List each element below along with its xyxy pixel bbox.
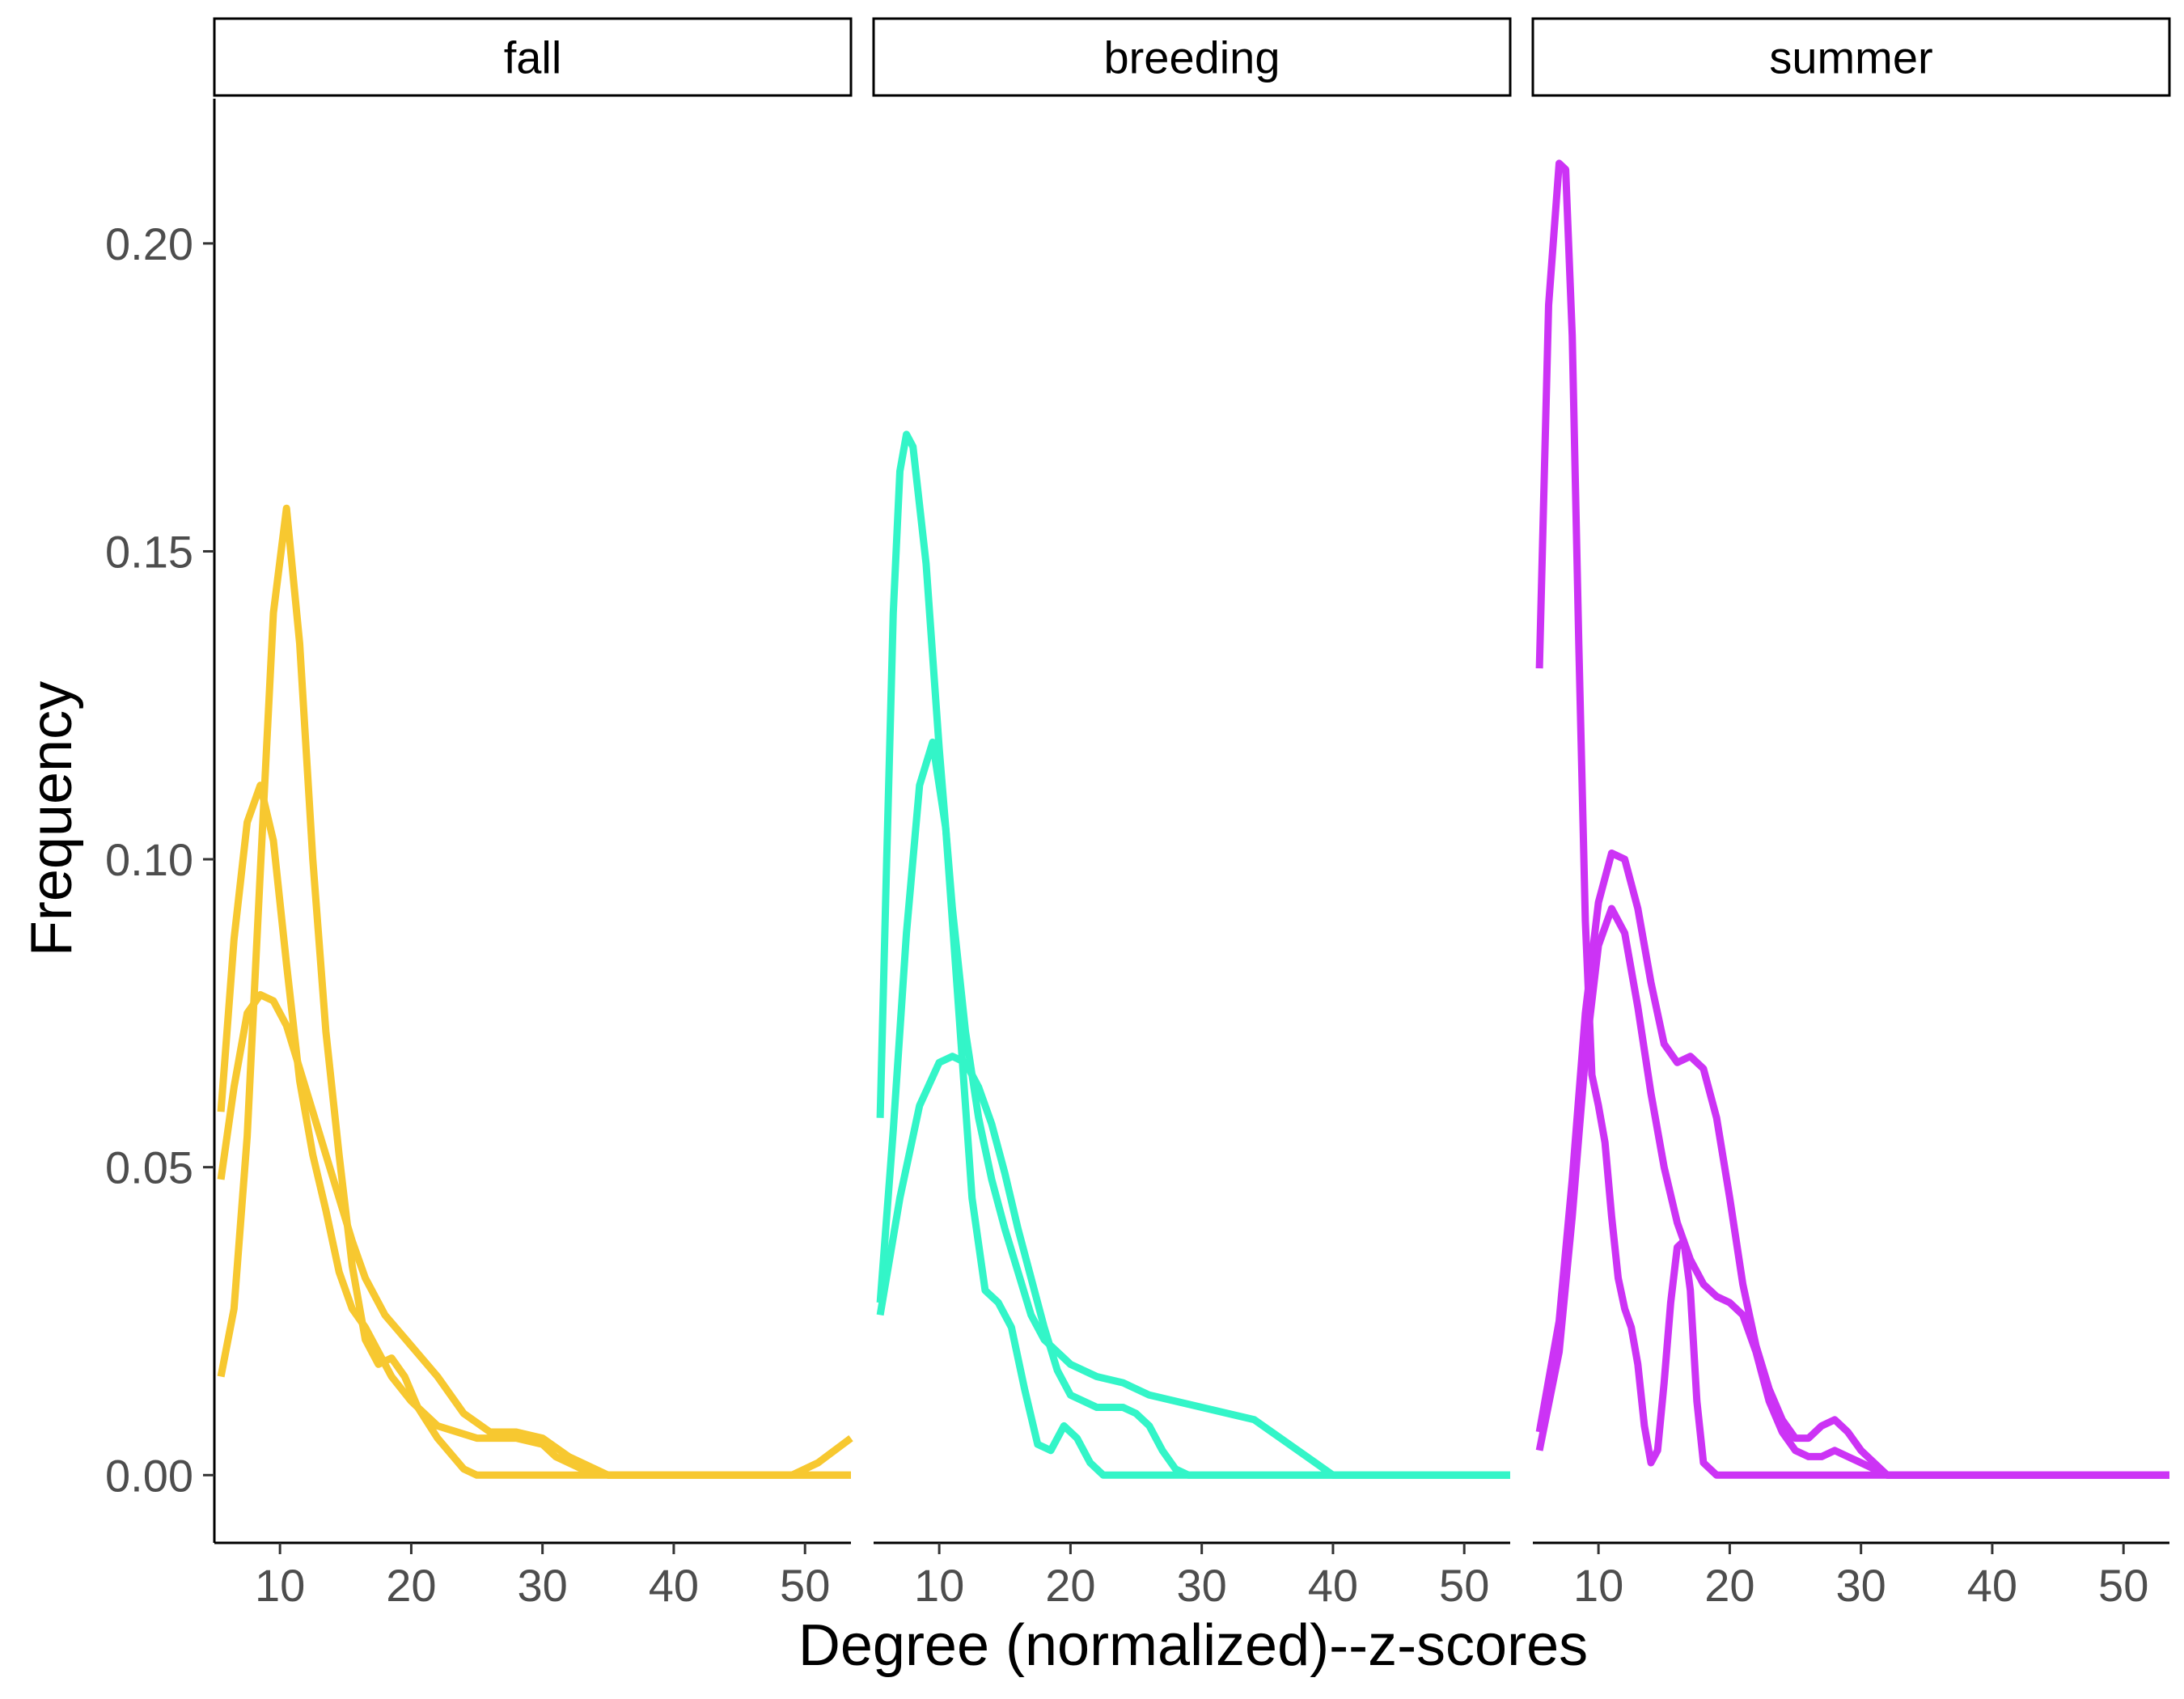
y-axis-title: Frequency bbox=[19, 681, 84, 956]
x-tick-label-summer-50: 50 bbox=[2098, 1560, 2148, 1611]
y-tick-label-1: 0.05 bbox=[105, 1142, 193, 1193]
density-curve-breeding-1 bbox=[876, 430, 1510, 1479]
strip-label-breeding: breeding bbox=[1104, 32, 1280, 83]
x-tick-label-breeding-30: 30 bbox=[1177, 1560, 1227, 1611]
density-curve-fall-2 bbox=[217, 782, 851, 1479]
x-tick-label-breeding-50: 50 bbox=[1439, 1560, 1489, 1611]
x-axis-title: Degree (normalized)--z-scores bbox=[798, 1613, 1588, 1678]
strip-box-breeding bbox=[872, 17, 1512, 97]
strip-box-summer bbox=[1531, 17, 2171, 97]
x-tick-label-fall-20: 20 bbox=[386, 1560, 436, 1611]
strip-label-summer: summer bbox=[1769, 32, 1932, 83]
density-curve-fall-1 bbox=[217, 504, 851, 1479]
y-tick-label-3: 0.15 bbox=[105, 526, 193, 577]
panel-breeding: breeding 10 20 30 40 50 bbox=[872, 17, 1512, 1611]
x-tick-label-fall-50: 50 bbox=[780, 1560, 830, 1611]
x-tick-label-breeding-20: 20 bbox=[1045, 1560, 1095, 1611]
y-tick-label-0: 0.00 bbox=[105, 1450, 193, 1501]
x-tick-label-breeding-40: 40 bbox=[1308, 1560, 1358, 1611]
strip-box-fall bbox=[213, 17, 853, 97]
x-tick-label-fall-30: 30 bbox=[518, 1560, 568, 1611]
strip-label-fall: fall bbox=[504, 32, 562, 83]
panels-layer: fall 10 20 30 40 50 0.00 0.05 0.10 0.15 0.20 breedi… bbox=[105, 17, 2171, 1611]
x-tick-label-summer-20: 20 bbox=[1704, 1560, 1754, 1611]
y-tick-label-4: 0.20 bbox=[105, 218, 193, 269]
y-tick-label-2: 0.10 bbox=[105, 834, 193, 885]
panel-fall: fall 10 20 30 40 50 0.00 0.05 0.10 0.15 0.20 bbox=[105, 17, 853, 1611]
x-tick-label-breeding-10: 10 bbox=[914, 1560, 964, 1611]
density-curve-breeding-2 bbox=[876, 738, 1510, 1479]
x-tick-label-summer-30: 30 bbox=[1836, 1560, 1886, 1611]
panel-summer: summer 10 20 30 40 50 bbox=[1531, 17, 2171, 1611]
x-tick-label-fall-40: 40 bbox=[649, 1560, 699, 1611]
density-curve-summer-2 bbox=[1535, 850, 2169, 1479]
density-curve-breeding-3 bbox=[876, 1053, 1510, 1479]
x-tick-label-fall-10: 10 bbox=[255, 1560, 305, 1611]
x-tick-label-summer-10: 10 bbox=[1573, 1560, 1623, 1611]
density-curve-fall-3 bbox=[217, 991, 853, 1479]
density-curve-summer-3 bbox=[1535, 905, 2169, 1479]
x-tick-label-summer-40: 40 bbox=[1967, 1560, 2017, 1611]
density-curve-summer-1 bbox=[1535, 159, 2169, 1479]
